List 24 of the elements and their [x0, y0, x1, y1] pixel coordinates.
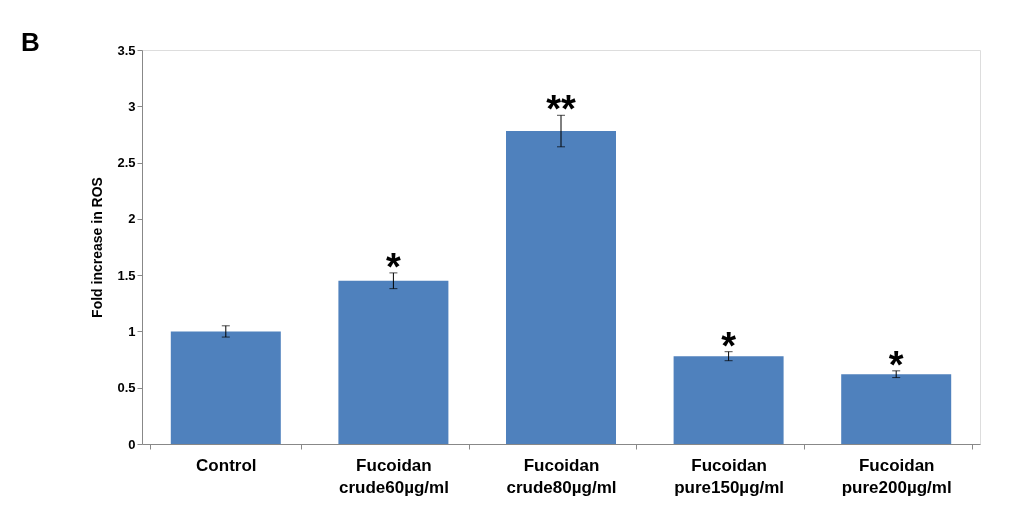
x-tick-label: Fucoidan crude80µg/ml — [506, 455, 617, 497]
bar — [841, 374, 952, 444]
x-tick-label: Fucoidan pure200µg/ml — [841, 455, 952, 497]
x-tick-label: Control — [196, 455, 257, 475]
annotation: * — [386, 245, 401, 288]
annotation: * — [721, 324, 737, 367]
x-tick-label: Fucoidan pure150µg/ml — [674, 455, 785, 497]
bar — [673, 356, 784, 444]
annotation: ** — [546, 88, 576, 131]
y-tick-label: 1 — [128, 323, 136, 339]
y-axis-title: Fold increase in ROS — [89, 177, 106, 318]
y-tick-label: 0.5 — [117, 380, 136, 396]
y-tick-label: 2.5 — [117, 155, 136, 171]
y-tick-label: 3 — [128, 98, 136, 114]
annotation: * — [888, 343, 904, 386]
chart-title: B — [20, 27, 40, 57]
y-tick-label: 3.5 — [117, 42, 136, 58]
y-tick-label: 2 — [128, 211, 136, 227]
y-tick-label: 0 — [128, 436, 136, 452]
bar — [506, 131, 616, 444]
x-tick-label: Fucoidan crude60µg/ml — [338, 455, 449, 497]
bar — [338, 280, 449, 444]
y-tick-label: 1.5 — [117, 267, 136, 283]
bar — [170, 331, 281, 444]
